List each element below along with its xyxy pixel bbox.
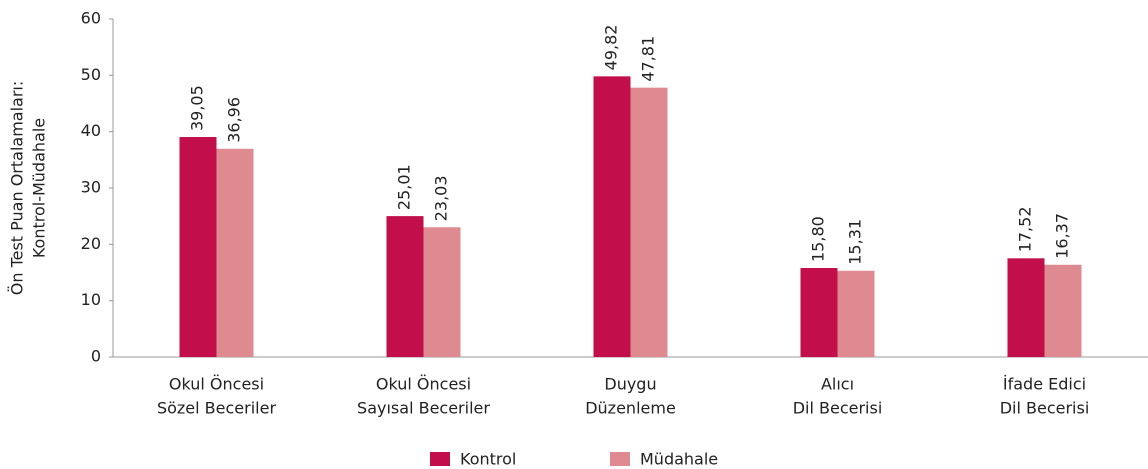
value-label: 15,80 — [809, 216, 828, 262]
value-label: 17,52 — [1016, 206, 1035, 252]
bar — [630, 87, 668, 357]
y-tick-label: 10 — [81, 290, 101, 309]
x-tick-label: Dil Becerisi — [1000, 399, 1090, 418]
y-tick-label: 60 — [81, 9, 101, 28]
x-tick-label: Okul Öncesi — [376, 375, 471, 394]
bar — [423, 227, 461, 357]
bar — [593, 76, 631, 357]
y-tick-label: 40 — [81, 121, 101, 140]
bar — [1007, 258, 1045, 357]
y-axis-label: Ön Test Puan Ortalamaları: — [8, 81, 27, 296]
y-axis-label: Kontrol-Müdahale — [30, 118, 49, 258]
bar — [837, 270, 875, 357]
bar — [1044, 264, 1082, 357]
value-label: 16,37 — [1053, 213, 1072, 259]
legend-swatch — [610, 452, 630, 466]
value-label: 49,82 — [602, 25, 621, 71]
x-tick-label: İfade Edici — [1003, 375, 1086, 394]
bar — [386, 216, 424, 357]
value-label: 47,81 — [639, 36, 658, 82]
x-tick-label: Sayısal Beceriler — [357, 399, 490, 418]
x-tick-label: Alıcı — [821, 375, 854, 394]
value-label: 15,31 — [846, 219, 865, 265]
x-tick-label: Okul Öncesi — [169, 375, 264, 394]
bar — [800, 267, 838, 357]
y-tick-label: 0 — [91, 347, 101, 366]
x-tick-label: Sözel Beceriler — [157, 399, 276, 418]
y-tick-label: 30 — [81, 178, 101, 197]
x-tick-label: Düzenleme — [585, 399, 676, 418]
value-label: 23,03 — [432, 175, 451, 221]
value-label: 39,05 — [188, 85, 207, 131]
x-tick-label: Duygu — [604, 375, 656, 394]
legend-label: Kontrol — [460, 450, 516, 469]
y-tick-label: 50 — [81, 65, 101, 84]
bar — [179, 137, 217, 357]
bar — [216, 148, 254, 357]
legend-label: Müdahale — [640, 450, 718, 469]
value-label: 25,01 — [395, 164, 414, 210]
value-label: 36,96 — [225, 97, 244, 143]
y-tick-label: 20 — [81, 234, 101, 253]
legend-swatch — [430, 452, 450, 466]
x-tick-label: Dil Becerisi — [793, 399, 883, 418]
